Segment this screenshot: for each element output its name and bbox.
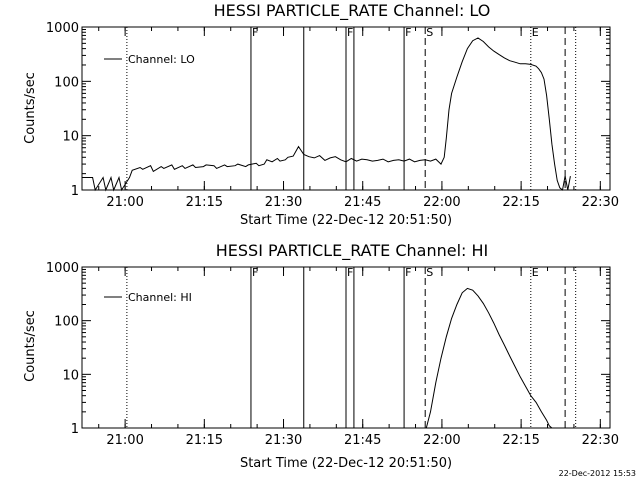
y-tick-label: 1000 [46, 21, 79, 36]
x-tick-label: 21:45 [344, 433, 381, 448]
x-tick-label: 21:00 [106, 195, 143, 210]
flag-label: F [347, 26, 353, 39]
x-tick-label: 21:15 [186, 433, 223, 448]
flag-label: S [426, 26, 433, 39]
flag-label: F [347, 266, 353, 279]
y-tick-label: 10 [62, 368, 79, 383]
y-tick-label: 1 [71, 184, 79, 199]
x-tick-label: 21:30 [265, 433, 302, 448]
x-tick-label: 21:00 [106, 433, 143, 448]
flag-label: F [252, 266, 258, 279]
x-tick-label: 21:45 [344, 195, 381, 210]
chart-panel-hi: HESSI PARTICLE_RATE Channel: HI Start Ti… [23, 241, 619, 471]
flag-label: E [532, 266, 539, 279]
x-tick-label: 22:00 [423, 433, 460, 448]
chart-title: HESSI PARTICLE_RATE Channel: HI [216, 241, 489, 261]
series-line [82, 37, 571, 192]
x-tick-label: 21:15 [186, 195, 223, 210]
chart-panel-lo: HESSI PARTICLE_RATE Channel: LO Start Ti… [23, 1, 619, 228]
x-axis-label: Start Time (22-Dec-12 20:51:50) [240, 456, 452, 471]
x-tick-label: 22:15 [502, 433, 539, 448]
legend-label: Channel: LO [128, 53, 195, 66]
flag-label: S [426, 266, 433, 279]
y-tick-label: 100 [54, 75, 79, 90]
flag-label: F [405, 26, 411, 39]
x-tick-label: 22:30 [582, 195, 619, 210]
flag-label: F [405, 266, 411, 279]
x-tick-label: 22:30 [582, 433, 619, 448]
flag-label: E [532, 26, 539, 39]
timestamp: 22-Dec-2012 15:53 [558, 469, 636, 478]
chart-title: HESSI PARTICLE_RATE Channel: LO [214, 1, 491, 21]
flag-label: F [252, 26, 258, 39]
x-axis-label: Start Time (22-Dec-12 20:51:50) [240, 213, 452, 228]
series-line [425, 287, 553, 429]
y-axis-label: Counts/sec [23, 72, 38, 144]
y-tick-label: 1000 [46, 261, 79, 276]
y-tick-label: 100 [54, 315, 79, 330]
legend-label: Channel: HI [128, 291, 192, 304]
y-tick-label: 10 [62, 130, 79, 145]
y-axis-label: Counts/sec [23, 310, 38, 382]
x-tick-label: 22:15 [502, 195, 539, 210]
x-tick-label: 22:00 [423, 195, 460, 210]
x-tick-label: 21:30 [265, 195, 302, 210]
y-tick-label: 1 [71, 422, 79, 437]
